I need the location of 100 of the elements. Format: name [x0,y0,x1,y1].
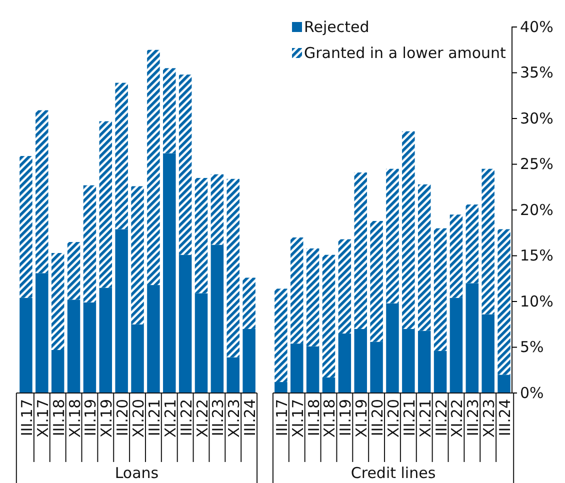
bar [210,244,224,393]
bar [338,239,352,334]
y-tick-label: 10% [520,292,554,310]
x-tick-label: III.18 [50,399,68,436]
bar [83,185,96,302]
x-tick-label: XI.21 [416,399,434,438]
bar [306,248,320,346]
bar [418,184,431,331]
bar [434,350,447,393]
bar [402,131,415,329]
x-tick-label: III.18 [304,399,323,436]
bar [322,377,336,393]
bar [194,178,208,294]
y-tick-label: 0% [520,384,544,402]
bar [115,82,128,230]
bar [482,168,494,314]
bar [386,168,399,304]
bar [418,330,431,393]
x-tick-label: XI.21 [161,399,180,438]
y-tick-label: 40% [520,18,554,36]
text: Loans [114,464,159,482]
y-tick-label: 25% [520,155,554,174]
bar [482,314,494,393]
bar [226,357,240,393]
bar [386,303,399,393]
bar [99,288,112,393]
bar [290,344,304,393]
bar [36,110,48,274]
x-tick-label: XI.22 [448,399,466,438]
y-tick-label: 20% [520,200,554,219]
x-tick-label: III.24 [241,399,260,436]
y-tick-label: 5% [520,338,544,356]
x-tick-label: III.22 [432,399,450,436]
bar [147,50,160,286]
bar [498,374,510,393]
bar [434,228,447,351]
bar [115,229,128,393]
bar [67,300,80,393]
bar [370,220,383,342]
bar [131,186,144,324]
bar [370,342,383,393]
y-tick-label: 30% [520,109,554,128]
x-tick-label: XI.17 [34,399,52,438]
x-tick-label: XI.17 [288,399,307,438]
bar [131,324,144,393]
bar [163,153,176,393]
x-tick-label: III.17 [18,399,36,436]
bar [242,278,256,329]
bar [450,298,463,393]
bar [36,273,48,393]
bar [450,214,463,298]
x-tick-label: III.21 [400,399,418,436]
x-tick-label: III.19 [82,399,100,436]
bar [274,288,288,382]
bar [322,254,336,378]
x-tick-label: XI.18 [66,399,84,438]
bar [466,204,479,284]
x-tick-label: III.17 [272,399,291,436]
x-tick-label: III.23 [209,399,228,436]
x-tick-label: III.21 [145,399,164,436]
x-tick-label: XI.20 [130,399,148,438]
bar [51,350,64,393]
bar [20,156,32,298]
x-tick-label: XI.20 [384,399,402,438]
x-tick-label: III.24 [496,399,514,436]
x-tick-label: XI.23 [480,399,498,438]
bar [338,334,352,393]
x-tick-label: XI.19 [98,399,116,438]
x-tick-label: XI.23 [225,399,244,438]
x-tick-label: III.22 [177,399,196,436]
bar [99,121,112,288]
bar [402,328,415,393]
bar [210,174,224,245]
x-tick-label: III.19 [336,399,355,436]
bar [178,254,192,393]
bar [306,346,320,393]
x-tick-label: III.20 [368,399,387,436]
bar [163,68,176,154]
bar [466,283,479,393]
y-tick-label: 15% [520,246,554,265]
bar [67,242,80,300]
bar [83,302,96,393]
x-tick-label: XI.22 [193,399,212,438]
legend-label: Granted in a lower amount [304,44,506,62]
legend-label: Rejected [304,18,370,36]
bar [274,382,288,393]
x-tick-label: XI.19 [352,399,371,438]
x-tick-label: III.23 [464,399,482,436]
bar [226,178,240,358]
bar [354,328,367,393]
bar [242,328,256,393]
bar [20,298,32,393]
bar [51,253,64,350]
x-tick-label: XI.18 [320,399,339,438]
y-tick-label: 35% [520,64,554,82]
text: Credit lines [350,464,436,482]
bar [290,237,304,344]
bar [147,285,160,393]
bar [194,293,208,393]
bar [498,229,510,375]
